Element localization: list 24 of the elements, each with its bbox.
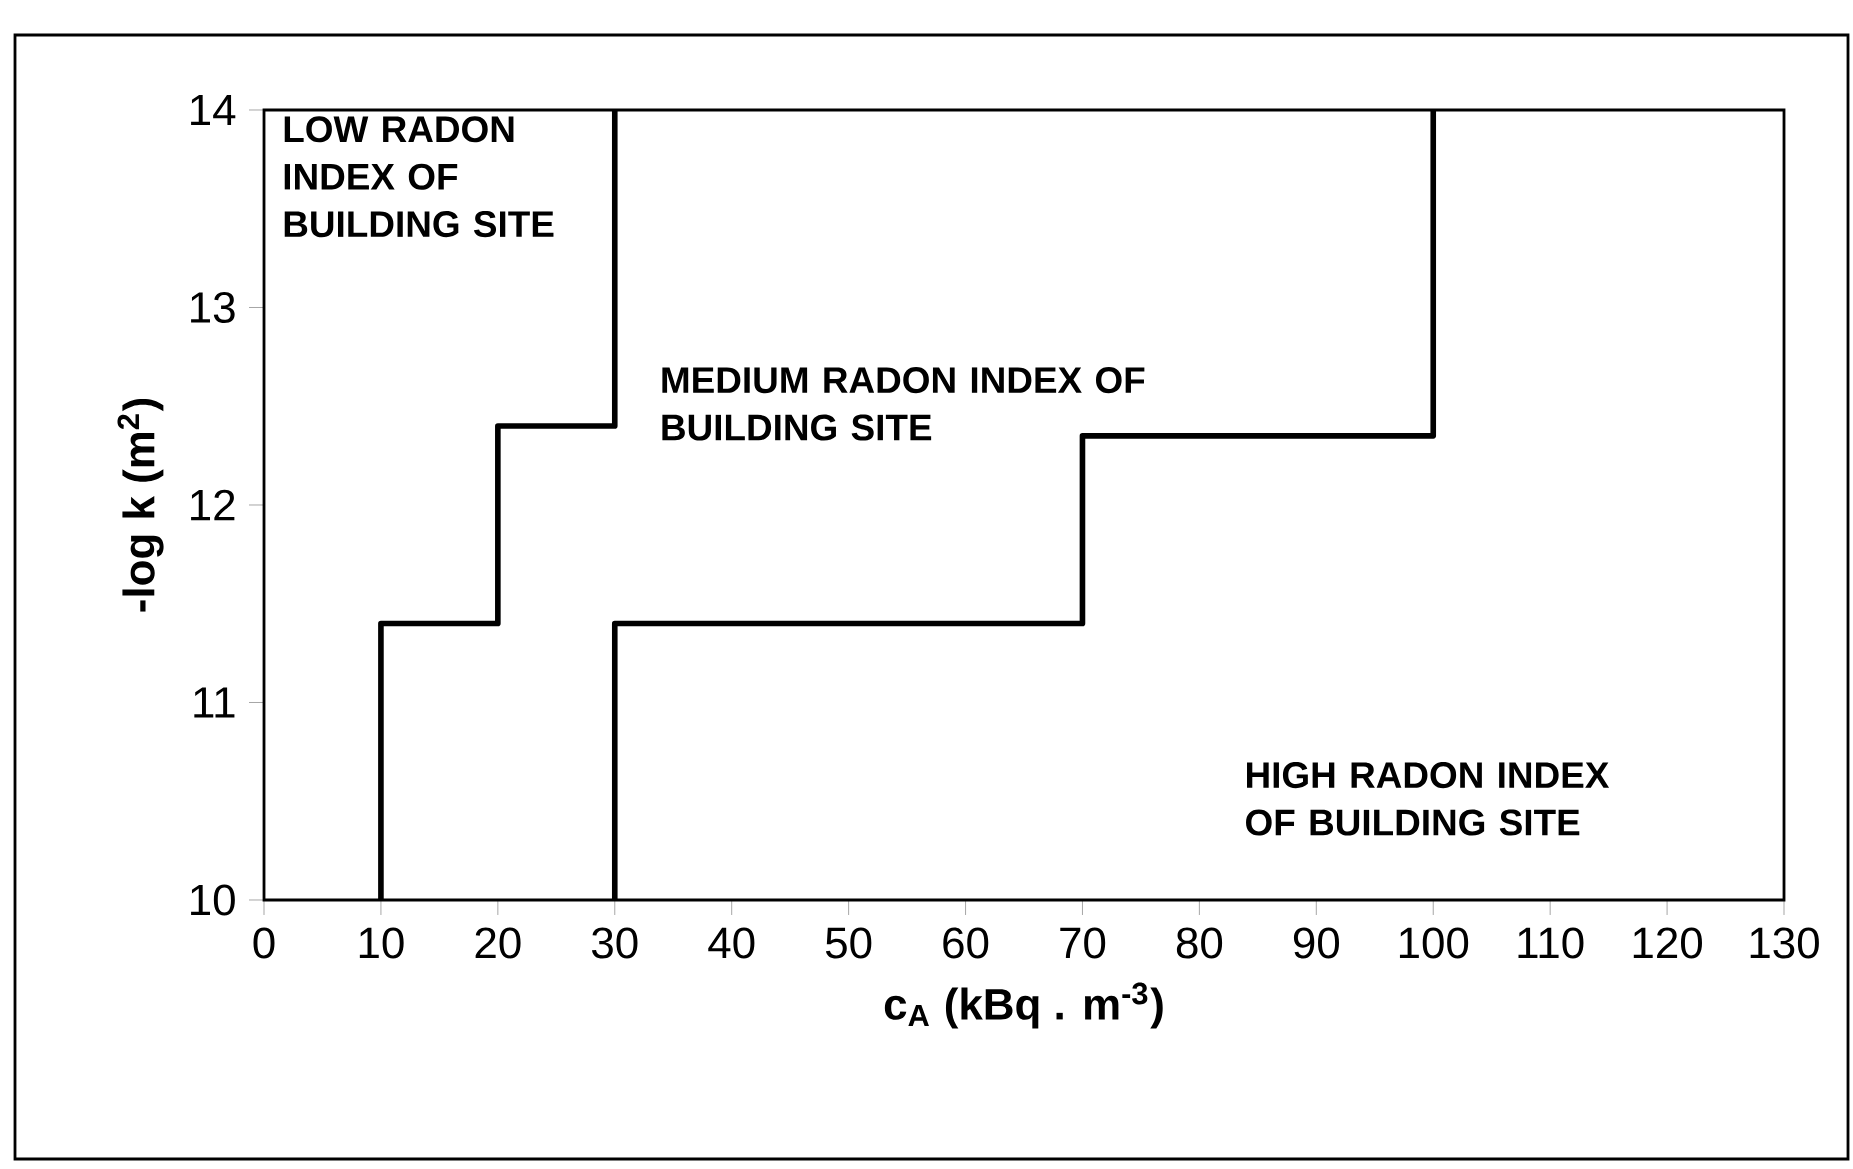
x-tick-label: 10 (359, 927, 404, 959)
annotation: MEDIUM RADON INDEX OF BUILDING SITE (662, 367, 1145, 441)
x-tick-label: 60 (943, 927, 989, 959)
x-tick-label: 0 (253, 927, 275, 959)
x-tick-label: 80 (1176, 927, 1223, 959)
y-tick-label: 10 (191, 884, 235, 916)
x-tick-label: 70 (1060, 927, 1106, 959)
x-tick-label: 120 (1633, 927, 1702, 959)
y-axis-title: -log k (m$^{2}$) (117, 398, 164, 612)
y-tick-label: 14 (191, 94, 236, 126)
annotation: LOW RADON INDEX OF BUILDING SITE (284, 116, 554, 238)
x-axis-title: c$_{A}$ (kBq . m$^{-3}$) (884, 982, 1163, 1029)
x-tick-label: 50 (825, 927, 872, 959)
x-tick-label: 100 (1399, 927, 1469, 959)
annotation: HIGH RADON INDEX OF BUILDING SITE (1246, 762, 1610, 836)
x-tick-label: 40 (708, 927, 755, 959)
x-tick-label: 90 (1293, 927, 1340, 959)
x-tick-label: 110 (1518, 927, 1584, 959)
y-tick-label: 13 (191, 291, 235, 324)
y-tick-label: 12 (191, 489, 235, 521)
x-tick-label: 20 (475, 927, 521, 959)
x-tick-label: 130 (1750, 927, 1819, 959)
y-tick-label: 11 (194, 687, 235, 718)
x-tick-label: 30 (592, 927, 638, 959)
